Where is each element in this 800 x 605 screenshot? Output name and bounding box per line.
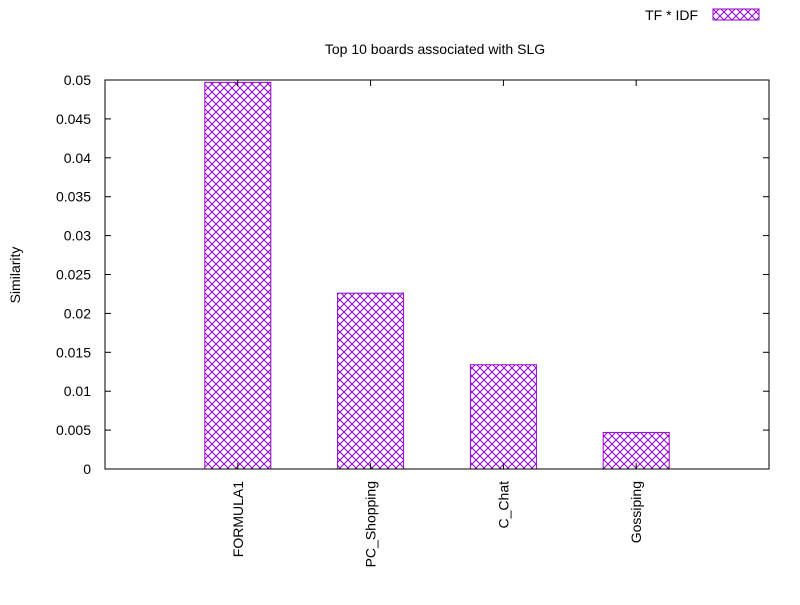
y-tick-label: 0.015 — [56, 344, 91, 360]
y-tick-label: 0.05 — [64, 72, 91, 88]
y-axis-label: Similarity — [7, 247, 23, 304]
y-tick-label: 0.005 — [56, 422, 91, 438]
x-tick-label: C_Chat — [495, 481, 511, 529]
bars-group — [204, 81, 670, 470]
y-tick-label: 0.01 — [64, 383, 91, 399]
y-tick-label: 0.02 — [64, 305, 91, 321]
y-tick-label: 0.03 — [64, 228, 91, 244]
legend: TF * IDF — [645, 7, 760, 23]
x-tick-label: Gossiping — [628, 481, 644, 543]
x-tick-label: FORMULA1 — [230, 481, 246, 557]
chart-title: Top 10 boards associated with SLG — [325, 41, 545, 57]
y-tick-label: 0.045 — [56, 111, 91, 127]
bar-pc-shopping — [337, 292, 405, 470]
legend-label-tf-idf: TF * IDF — [645, 7, 698, 23]
legend-swatch-tf-idf — [712, 8, 760, 21]
y-tick-label: 0.035 — [56, 189, 91, 205]
bar-gossiping — [602, 431, 670, 470]
y-tick-label: 0.04 — [64, 150, 91, 166]
bar-c-chat — [469, 364, 537, 470]
y-axis-ticks: 0 0.005 0.01 0.015 0.02 0.025 0.03 0.035 0.04 0.0… — [56, 72, 769, 477]
plot-frame — [104, 79, 770, 470]
x-axis-ticks: FORMULA1 PC_Shopping C_Chat Gossiping — [230, 80, 644, 567]
y-tick-label: 0.025 — [56, 267, 91, 283]
bar-formula1 — [204, 81, 272, 470]
y-tick-label: 0 — [83, 461, 91, 477]
x-tick-label: PC_Shopping — [363, 481, 379, 567]
